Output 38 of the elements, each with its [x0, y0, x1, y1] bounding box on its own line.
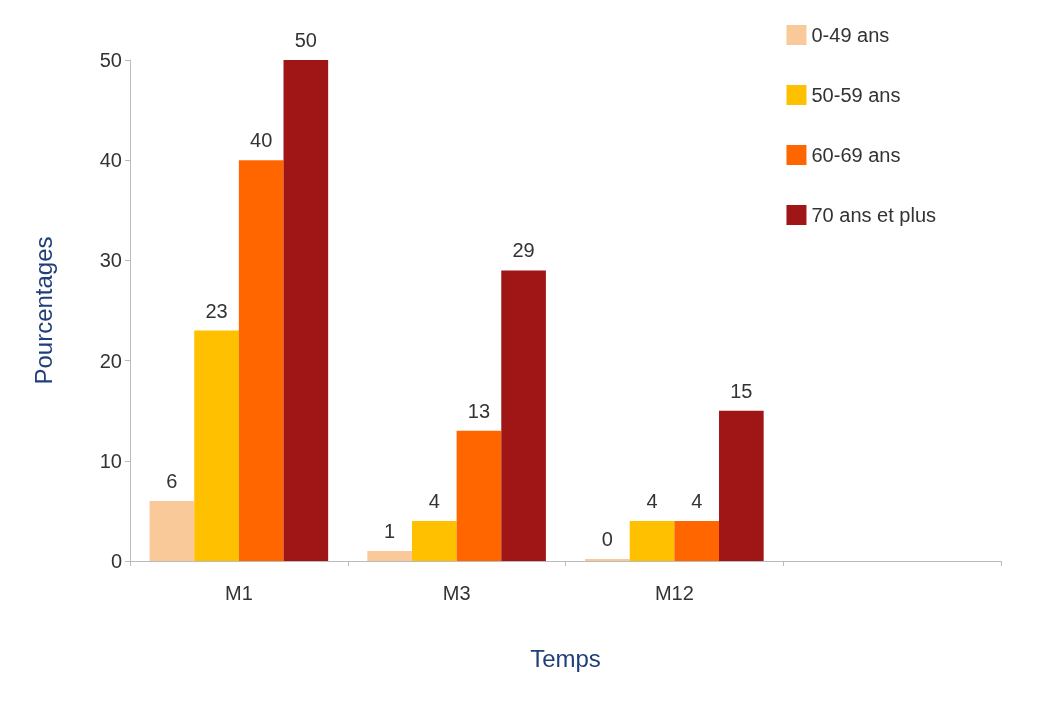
- x-tick-label: M3: [442, 582, 471, 604]
- bar: [238, 160, 284, 561]
- y-tick-label: 10: [99, 449, 122, 472]
- data-label: 4: [646, 489, 658, 512]
- y-axis-title: Pourcentages: [29, 236, 57, 385]
- data-label: 4: [428, 489, 440, 512]
- data-label: 29: [512, 239, 535, 262]
- bar: [367, 550, 412, 561]
- bar: [149, 500, 195, 561]
- legend-label: 60-69 ans: [811, 144, 901, 166]
- data-label: 15: [730, 379, 753, 402]
- bar: [283, 60, 329, 561]
- data-label: 4: [691, 489, 703, 512]
- bar: [501, 270, 546, 561]
- legend-label: 50-59 ans: [811, 84, 901, 106]
- y-tick-label: 30: [99, 249, 122, 272]
- data-label: 23: [205, 299, 228, 322]
- data-label: 13: [467, 399, 491, 422]
- bar: [629, 520, 675, 561]
- bar: [719, 410, 764, 561]
- x-axis-title: Temps: [530, 644, 601, 672]
- bar: [674, 520, 720, 561]
- legend-label: 0-49 ans: [811, 24, 890, 46]
- y-tick-label: 20: [99, 349, 122, 372]
- x-tick-label: M1: [224, 582, 253, 604]
- bar: [456, 430, 502, 561]
- data-label: 6: [166, 469, 178, 492]
- data-label: 40: [250, 129, 273, 152]
- data-label: 0: [601, 528, 613, 550]
- y-tick-label: 0: [110, 550, 122, 572]
- data-label: 1: [384, 519, 396, 542]
- data-label: 50: [294, 29, 317, 51]
- bar: [194, 330, 239, 561]
- x-tick-label: M12: [654, 582, 694, 604]
- legend-label: 70 ans et plus: [811, 204, 936, 226]
- bar: [411, 520, 457, 561]
- y-tick-label: 50: [99, 49, 122, 71]
- y-tick-label: 40: [99, 149, 122, 172]
